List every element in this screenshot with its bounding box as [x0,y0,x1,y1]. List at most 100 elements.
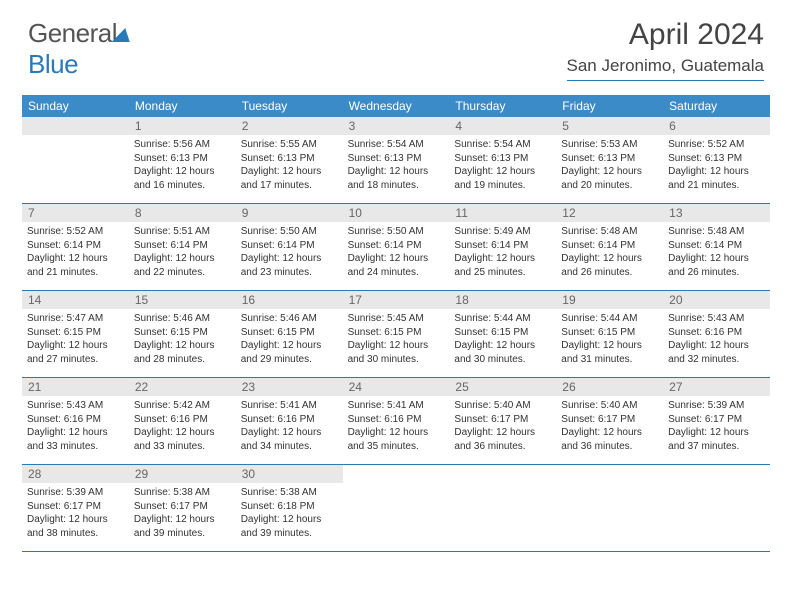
day-body: Sunrise: 5:45 AMSunset: 6:15 PMDaylight:… [343,309,450,370]
day-body: Sunrise: 5:49 AMSunset: 6:14 PMDaylight:… [449,222,556,283]
day-number: 5 [556,117,663,135]
day-number: 25 [449,378,556,396]
day-body: Sunrise: 5:54 AMSunset: 6:13 PMDaylight:… [343,135,450,196]
day-cell: 18Sunrise: 5:44 AMSunset: 6:15 PMDayligh… [449,291,556,377]
day-cell: 8Sunrise: 5:51 AMSunset: 6:14 PMDaylight… [129,204,236,290]
location-label: San Jeronimo, Guatemala [567,56,765,81]
day-body: Sunrise: 5:42 AMSunset: 6:16 PMDaylight:… [129,396,236,457]
day-cell: 30Sunrise: 5:38 AMSunset: 6:18 PMDayligh… [236,465,343,551]
day-cell: 6Sunrise: 5:52 AMSunset: 6:13 PMDaylight… [663,117,770,203]
day-number: 4 [449,117,556,135]
day-number: 12 [556,204,663,222]
day-cell: 25Sunrise: 5:40 AMSunset: 6:17 PMDayligh… [449,378,556,464]
day-number: 19 [556,291,663,309]
day-number: 29 [129,465,236,483]
day-cell: 7Sunrise: 5:52 AMSunset: 6:14 PMDaylight… [22,204,129,290]
day-cell: 11Sunrise: 5:49 AMSunset: 6:14 PMDayligh… [449,204,556,290]
day-body: Sunrise: 5:39 AMSunset: 6:17 PMDaylight:… [663,396,770,457]
week-row: 7Sunrise: 5:52 AMSunset: 6:14 PMDaylight… [22,204,770,291]
week-row: 14Sunrise: 5:47 AMSunset: 6:15 PMDayligh… [22,291,770,378]
day-number: 8 [129,204,236,222]
day-number: 14 [22,291,129,309]
day-body: Sunrise: 5:51 AMSunset: 6:14 PMDaylight:… [129,222,236,283]
day-cell: 19Sunrise: 5:44 AMSunset: 6:15 PMDayligh… [556,291,663,377]
day-number: 30 [236,465,343,483]
day-body: Sunrise: 5:56 AMSunset: 6:13 PMDaylight:… [129,135,236,196]
day-cell: 28Sunrise: 5:39 AMSunset: 6:17 PMDayligh… [22,465,129,551]
day-number: 28 [22,465,129,483]
day-number: 22 [129,378,236,396]
day-number [343,465,450,483]
day-cell: 10Sunrise: 5:50 AMSunset: 6:14 PMDayligh… [343,204,450,290]
day-number: 26 [556,378,663,396]
brand-triangle-icon [112,28,135,42]
title-block: April 2024 San Jeronimo, Guatemala [567,18,765,81]
day-body: Sunrise: 5:41 AMSunset: 6:16 PMDaylight:… [236,396,343,457]
day-cell [22,117,129,203]
brand-logo: General Blue [28,18,132,80]
day-number [22,117,129,135]
day-cell: 2Sunrise: 5:55 AMSunset: 6:13 PMDaylight… [236,117,343,203]
dow-cell: Friday [556,95,663,117]
day-body: Sunrise: 5:55 AMSunset: 6:13 PMDaylight:… [236,135,343,196]
day-cell: 15Sunrise: 5:46 AMSunset: 6:15 PMDayligh… [129,291,236,377]
brand-part2: Blue [28,49,78,79]
day-body: Sunrise: 5:47 AMSunset: 6:15 PMDaylight:… [22,309,129,370]
day-cell [343,465,450,551]
day-number: 24 [343,378,450,396]
day-body: Sunrise: 5:48 AMSunset: 6:14 PMDaylight:… [556,222,663,283]
day-cell: 14Sunrise: 5:47 AMSunset: 6:15 PMDayligh… [22,291,129,377]
dow-cell: Saturday [663,95,770,117]
day-body: Sunrise: 5:41 AMSunset: 6:16 PMDaylight:… [343,396,450,457]
day-number: 18 [449,291,556,309]
day-number: 7 [22,204,129,222]
day-number: 10 [343,204,450,222]
week-row: 21Sunrise: 5:43 AMSunset: 6:16 PMDayligh… [22,378,770,465]
dow-cell: Tuesday [236,95,343,117]
day-cell: 20Sunrise: 5:43 AMSunset: 6:16 PMDayligh… [663,291,770,377]
day-number: 11 [449,204,556,222]
day-cell: 21Sunrise: 5:43 AMSunset: 6:16 PMDayligh… [22,378,129,464]
day-cell: 26Sunrise: 5:40 AMSunset: 6:17 PMDayligh… [556,378,663,464]
day-number: 21 [22,378,129,396]
day-body: Sunrise: 5:43 AMSunset: 6:16 PMDaylight:… [22,396,129,457]
day-body: Sunrise: 5:44 AMSunset: 6:15 PMDaylight:… [449,309,556,370]
day-number [663,465,770,483]
day-body: Sunrise: 5:38 AMSunset: 6:17 PMDaylight:… [129,483,236,544]
dow-row: SundayMondayTuesdayWednesdayThursdayFrid… [22,95,770,117]
day-body: Sunrise: 5:52 AMSunset: 6:13 PMDaylight:… [663,135,770,196]
day-body: Sunrise: 5:38 AMSunset: 6:18 PMDaylight:… [236,483,343,544]
day-body: Sunrise: 5:52 AMSunset: 6:14 PMDaylight:… [22,222,129,283]
dow-cell: Monday [129,95,236,117]
day-cell: 29Sunrise: 5:38 AMSunset: 6:17 PMDayligh… [129,465,236,551]
week-row: 1Sunrise: 5:56 AMSunset: 6:13 PMDaylight… [22,117,770,204]
day-body: Sunrise: 5:50 AMSunset: 6:14 PMDaylight:… [343,222,450,283]
day-number: 2 [236,117,343,135]
day-cell: 16Sunrise: 5:46 AMSunset: 6:15 PMDayligh… [236,291,343,377]
day-number: 15 [129,291,236,309]
day-cell [449,465,556,551]
dow-cell: Wednesday [343,95,450,117]
day-number [449,465,556,483]
brand-text: General Blue [28,18,132,80]
day-body: Sunrise: 5:46 AMSunset: 6:15 PMDaylight:… [236,309,343,370]
day-cell: 4Sunrise: 5:54 AMSunset: 6:13 PMDaylight… [449,117,556,203]
day-cell: 22Sunrise: 5:42 AMSunset: 6:16 PMDayligh… [129,378,236,464]
day-body: Sunrise: 5:44 AMSunset: 6:15 PMDaylight:… [556,309,663,370]
day-number: 9 [236,204,343,222]
day-number: 3 [343,117,450,135]
brand-part1: General [28,18,117,48]
day-cell: 17Sunrise: 5:45 AMSunset: 6:15 PMDayligh… [343,291,450,377]
day-cell: 24Sunrise: 5:41 AMSunset: 6:16 PMDayligh… [343,378,450,464]
day-cell: 3Sunrise: 5:54 AMSunset: 6:13 PMDaylight… [343,117,450,203]
day-number: 23 [236,378,343,396]
day-body: Sunrise: 5:53 AMSunset: 6:13 PMDaylight:… [556,135,663,196]
day-cell: 1Sunrise: 5:56 AMSunset: 6:13 PMDaylight… [129,117,236,203]
day-cell: 9Sunrise: 5:50 AMSunset: 6:14 PMDaylight… [236,204,343,290]
week-row: 28Sunrise: 5:39 AMSunset: 6:17 PMDayligh… [22,465,770,552]
day-cell: 12Sunrise: 5:48 AMSunset: 6:14 PMDayligh… [556,204,663,290]
day-number [556,465,663,483]
day-number: 20 [663,291,770,309]
day-cell: 27Sunrise: 5:39 AMSunset: 6:17 PMDayligh… [663,378,770,464]
day-cell [663,465,770,551]
